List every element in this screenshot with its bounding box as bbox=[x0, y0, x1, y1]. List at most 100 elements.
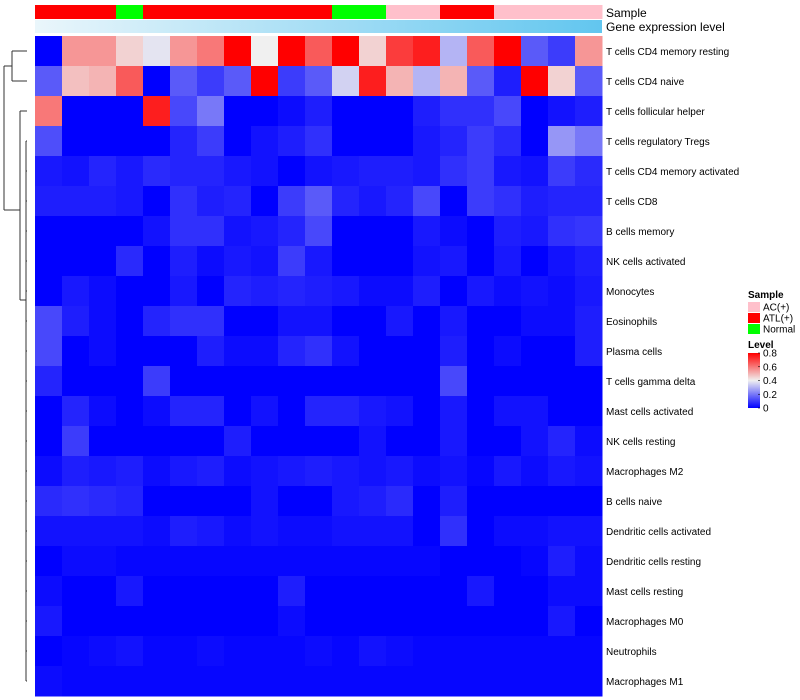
heatmap-cell bbox=[170, 276, 198, 307]
legend-tick-label: 0 bbox=[763, 404, 769, 415]
sample-annotation-cell bbox=[62, 5, 90, 19]
heatmap-cell bbox=[62, 516, 90, 547]
heatmap-cell bbox=[413, 336, 441, 367]
heatmap-cell bbox=[548, 516, 576, 547]
heatmap-cell bbox=[521, 246, 549, 277]
heatmap-cell bbox=[62, 606, 90, 637]
heatmap-cell bbox=[386, 426, 414, 457]
heatmap-cell bbox=[197, 216, 225, 247]
heatmap-cell bbox=[494, 546, 522, 577]
heatmap-cell bbox=[251, 306, 279, 337]
heatmap-cell bbox=[467, 426, 495, 457]
heatmap-cell bbox=[413, 396, 441, 427]
heatmap-cell bbox=[62, 66, 90, 97]
heatmap-cell bbox=[89, 546, 117, 577]
heatmap-cell bbox=[116, 336, 144, 367]
heatmap-cell bbox=[224, 516, 252, 547]
heatmap-cell bbox=[35, 96, 63, 127]
heatmap-cell bbox=[494, 276, 522, 307]
heatmap-cell bbox=[413, 426, 441, 457]
heatmap-cell bbox=[278, 336, 306, 367]
heatmap-cell bbox=[332, 186, 360, 217]
heatmap-cell bbox=[143, 306, 171, 337]
heatmap-cell bbox=[494, 666, 522, 697]
heatmap-cell bbox=[521, 486, 549, 517]
heatmap-cell bbox=[305, 486, 333, 517]
heatmap-cell bbox=[548, 96, 576, 127]
heatmap-cell bbox=[494, 306, 522, 337]
heatmap-cell bbox=[143, 276, 171, 307]
heatmap-cell bbox=[143, 426, 171, 457]
sample-annotation-cell bbox=[521, 5, 549, 19]
heatmap-cell bbox=[575, 606, 603, 637]
heatmap-cell bbox=[332, 96, 360, 127]
heatmap-cell bbox=[359, 36, 387, 67]
heatmap-cell bbox=[467, 246, 495, 277]
heatmap-cell bbox=[386, 156, 414, 187]
heatmap-cell bbox=[170, 246, 198, 277]
heatmap-cell bbox=[224, 636, 252, 667]
heatmap-cell bbox=[548, 486, 576, 517]
heatmap-cell bbox=[251, 66, 279, 97]
heatmap-cell bbox=[305, 186, 333, 217]
heatmap-cell bbox=[170, 516, 198, 547]
heatmap-cell bbox=[494, 156, 522, 187]
row-label: Dendritic cells activated bbox=[606, 527, 711, 538]
heatmap-cell bbox=[548, 576, 576, 607]
heatmap-cell bbox=[197, 666, 225, 697]
row-label: B cells memory bbox=[606, 227, 674, 238]
heatmap-cell bbox=[521, 216, 549, 247]
heatmap-cell bbox=[170, 66, 198, 97]
heatmap-cell bbox=[116, 636, 144, 667]
heatmap-cell bbox=[305, 126, 333, 157]
heatmap-cell bbox=[413, 186, 441, 217]
heatmap-cell bbox=[116, 156, 144, 187]
heatmap-cell bbox=[575, 486, 603, 517]
heatmap-cell bbox=[251, 156, 279, 187]
heatmap-cell bbox=[305, 636, 333, 667]
heatmap-cell bbox=[62, 366, 90, 397]
heatmap-cell bbox=[278, 666, 306, 697]
heatmap-cell bbox=[89, 456, 117, 487]
heatmap-cell bbox=[467, 606, 495, 637]
heatmap-cell bbox=[467, 396, 495, 427]
heatmap-cell bbox=[332, 216, 360, 247]
heatmap-cell bbox=[386, 396, 414, 427]
heatmap-cell bbox=[35, 66, 63, 97]
heatmap-cell bbox=[386, 666, 414, 697]
heatmap-cell bbox=[62, 186, 90, 217]
heatmap-cell bbox=[89, 666, 117, 697]
row-label: NK cells resting bbox=[606, 437, 675, 448]
heatmap-cell bbox=[89, 306, 117, 337]
row-label: T cells regulatory Tregs bbox=[606, 137, 710, 148]
heatmap-cell bbox=[143, 666, 171, 697]
heatmap-cell bbox=[278, 576, 306, 607]
heatmap-cell bbox=[359, 306, 387, 337]
sample-annotation-cell bbox=[197, 5, 225, 19]
heatmap-cell bbox=[170, 156, 198, 187]
heatmap-cell bbox=[575, 636, 603, 667]
heatmap-cell bbox=[305, 546, 333, 577]
heatmap-cell bbox=[197, 186, 225, 217]
heatmap-cell bbox=[224, 126, 252, 157]
heatmap-cell bbox=[467, 96, 495, 127]
heatmap-cell bbox=[413, 156, 441, 187]
heatmap-cell bbox=[89, 636, 117, 667]
heatmap-cell bbox=[413, 606, 441, 637]
heatmap-cell bbox=[170, 546, 198, 577]
heatmap-cell bbox=[386, 276, 414, 307]
heatmap-cell bbox=[35, 36, 63, 67]
heatmap-cell bbox=[251, 186, 279, 217]
heatmap-cell bbox=[467, 66, 495, 97]
heatmap-cell bbox=[305, 276, 333, 307]
heatmap-cell bbox=[332, 456, 360, 487]
heatmap-cell bbox=[467, 36, 495, 67]
heatmap-cell bbox=[359, 636, 387, 667]
heatmap-cell bbox=[89, 96, 117, 127]
heatmap-cell bbox=[278, 66, 306, 97]
heatmap-cell bbox=[386, 636, 414, 667]
heatmap-cell bbox=[332, 306, 360, 337]
heatmap-cell bbox=[197, 36, 225, 67]
heatmap-cell bbox=[278, 516, 306, 547]
heatmap-cell bbox=[386, 546, 414, 577]
